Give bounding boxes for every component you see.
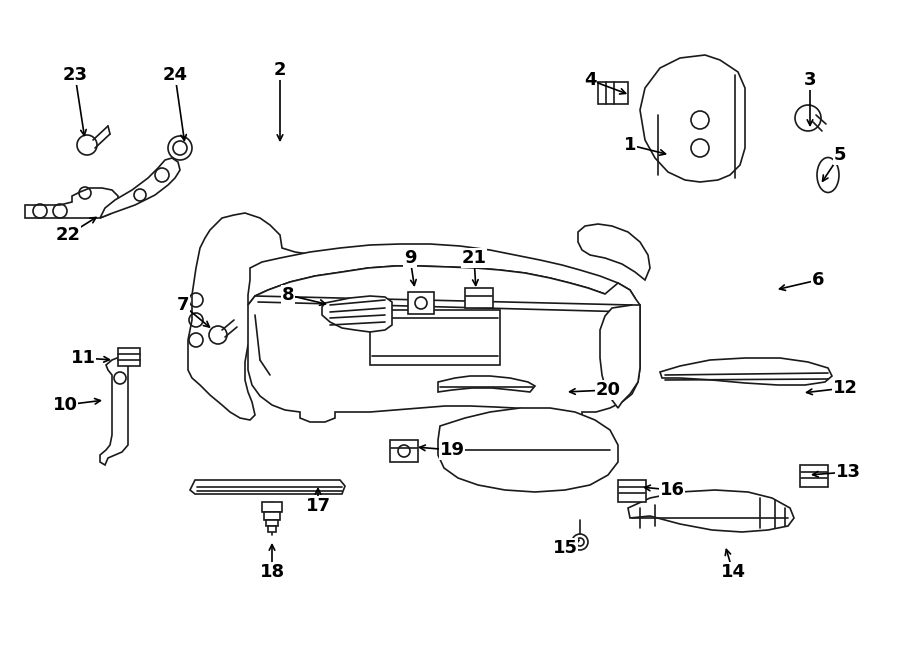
Text: 16: 16: [660, 481, 685, 499]
Polygon shape: [660, 358, 832, 385]
Polygon shape: [322, 296, 392, 332]
Text: 7: 7: [176, 296, 189, 314]
Text: 1: 1: [624, 136, 636, 154]
Text: 4: 4: [584, 71, 596, 89]
Bar: [262, 502, 282, 512]
Polygon shape: [640, 55, 745, 182]
Text: 22: 22: [56, 226, 80, 244]
Polygon shape: [188, 213, 430, 420]
Bar: [264, 512, 280, 520]
Bar: [390, 440, 418, 462]
Bar: [268, 526, 276, 532]
Text: 2: 2: [274, 61, 286, 79]
Text: 5: 5: [833, 146, 846, 164]
Bar: [800, 465, 828, 487]
Text: 21: 21: [462, 249, 487, 267]
Ellipse shape: [817, 158, 839, 193]
Text: 13: 13: [835, 463, 860, 481]
Polygon shape: [100, 158, 180, 218]
Bar: [266, 520, 278, 526]
Text: 12: 12: [832, 379, 858, 397]
Circle shape: [576, 538, 584, 546]
Bar: [370, 310, 500, 365]
Polygon shape: [438, 408, 618, 492]
Text: 15: 15: [553, 539, 578, 557]
Text: 20: 20: [596, 381, 620, 399]
Polygon shape: [628, 490, 794, 532]
Text: 24: 24: [163, 66, 187, 84]
Polygon shape: [25, 188, 118, 218]
Polygon shape: [600, 305, 640, 408]
Text: 14: 14: [721, 563, 745, 581]
Circle shape: [572, 534, 588, 550]
Text: 9: 9: [404, 249, 416, 267]
Text: 11: 11: [70, 349, 95, 367]
Text: 18: 18: [259, 563, 284, 581]
Bar: [598, 82, 628, 104]
Polygon shape: [248, 244, 635, 305]
Text: 10: 10: [52, 396, 77, 414]
Polygon shape: [438, 376, 535, 392]
Text: 6: 6: [812, 271, 824, 289]
Bar: [465, 288, 493, 308]
Bar: [118, 348, 140, 366]
Bar: [618, 480, 646, 502]
Text: 17: 17: [305, 497, 330, 515]
Bar: [408, 292, 434, 314]
Text: 3: 3: [804, 71, 816, 89]
Text: 23: 23: [62, 66, 87, 84]
Polygon shape: [190, 480, 345, 494]
Polygon shape: [248, 266, 640, 422]
Polygon shape: [100, 350, 128, 465]
Polygon shape: [578, 224, 650, 280]
Text: 19: 19: [439, 441, 464, 459]
Text: 8: 8: [282, 286, 294, 304]
